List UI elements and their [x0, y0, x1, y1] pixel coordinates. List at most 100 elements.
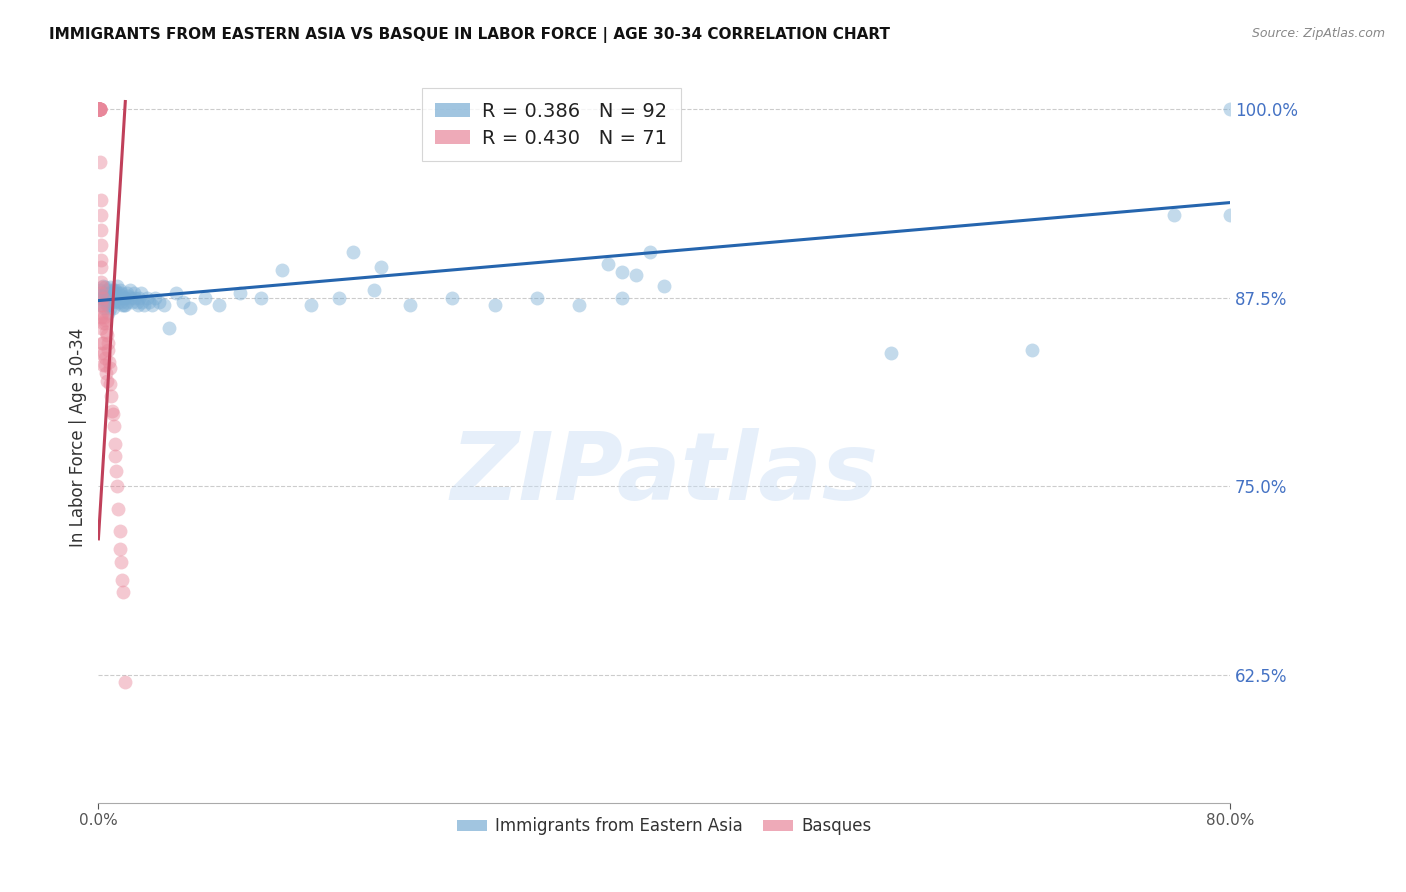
Point [299, 298, 322, 312]
Point [94, 286, 117, 301]
Point [89, 102, 111, 116]
Text: ZIPatlas: ZIPatlas [450, 427, 879, 520]
Point [101, 403, 124, 417]
Point [94, 280, 117, 294]
Point [103, 418, 125, 433]
Point [110, 295, 132, 310]
Point [141, 298, 163, 312]
Point [610, 291, 633, 305]
Point [111, 289, 134, 303]
Point [98, 280, 121, 294]
Point [89, 102, 111, 116]
Point [89, 102, 111, 116]
Point [91, 335, 114, 350]
Point [110, 542, 132, 557]
Point [193, 291, 215, 305]
Point [94, 351, 117, 365]
Point [89, 102, 111, 116]
Point [172, 295, 194, 310]
Point [100, 376, 122, 391]
Point [94, 313, 117, 327]
Legend: Immigrants from Eastern Asia, Basques: Immigrants from Eastern Asia, Basques [450, 811, 879, 842]
Point [90, 287, 112, 301]
Point [89, 102, 111, 116]
Point [101, 407, 124, 421]
Point [93, 346, 115, 360]
Point [89, 102, 111, 116]
Point [94, 359, 117, 373]
Point [363, 283, 385, 297]
Point [107, 286, 129, 301]
Point [111, 573, 134, 587]
Point [89, 102, 111, 116]
Point [91, 359, 114, 373]
Point [90, 276, 112, 290]
Point [880, 346, 903, 360]
Point [398, 298, 420, 312]
Point [111, 298, 134, 312]
Point [94, 291, 117, 305]
Point [441, 291, 464, 305]
Point [105, 289, 128, 303]
Point [165, 286, 187, 301]
Point [91, 278, 114, 293]
Point [526, 291, 548, 305]
Point [93, 298, 115, 312]
Point [484, 298, 506, 312]
Point [131, 295, 153, 310]
Point [624, 268, 647, 282]
Point [91, 291, 114, 305]
Point [370, 260, 392, 275]
Point [638, 245, 661, 260]
Point [90, 223, 112, 237]
Point [93, 335, 115, 350]
Point [143, 291, 166, 305]
Point [128, 291, 150, 305]
Point [90, 193, 112, 207]
Point [250, 291, 273, 305]
Point [127, 298, 149, 312]
Point [89, 102, 111, 116]
Point [98, 361, 121, 376]
Point [89, 102, 111, 116]
Point [89, 154, 111, 169]
Point [89, 283, 111, 297]
Point [107, 501, 129, 516]
Point [98, 355, 121, 369]
Point [89, 102, 111, 116]
Point [94, 316, 117, 330]
Point [97, 306, 120, 320]
Point [108, 283, 131, 297]
Point [152, 298, 174, 312]
Point [271, 263, 294, 277]
Point [104, 449, 127, 463]
Point [104, 437, 127, 451]
Point [96, 325, 118, 339]
Point [101, 283, 124, 297]
Point [1219, 208, 1241, 222]
Point [90, 310, 112, 325]
Point [90, 320, 112, 334]
Point [112, 291, 135, 305]
Point [120, 291, 142, 305]
Point [112, 298, 135, 312]
Point [135, 291, 157, 305]
Point [110, 286, 132, 301]
Point [208, 298, 231, 312]
Point [652, 278, 676, 293]
Point [100, 286, 122, 301]
Point [132, 298, 155, 312]
Point [90, 260, 112, 275]
Y-axis label: In Labor Force | Age 30-34: In Labor Force | Age 30-34 [69, 327, 87, 547]
Point [89, 102, 111, 116]
Point [112, 584, 135, 599]
Point [97, 343, 120, 358]
Point [90, 208, 112, 222]
Point [89, 102, 111, 116]
Point [138, 295, 160, 310]
Point [93, 301, 115, 315]
Point [89, 102, 111, 116]
Point [93, 295, 115, 310]
Point [124, 291, 146, 305]
Text: Source: ZipAtlas.com: Source: ZipAtlas.com [1251, 27, 1385, 40]
